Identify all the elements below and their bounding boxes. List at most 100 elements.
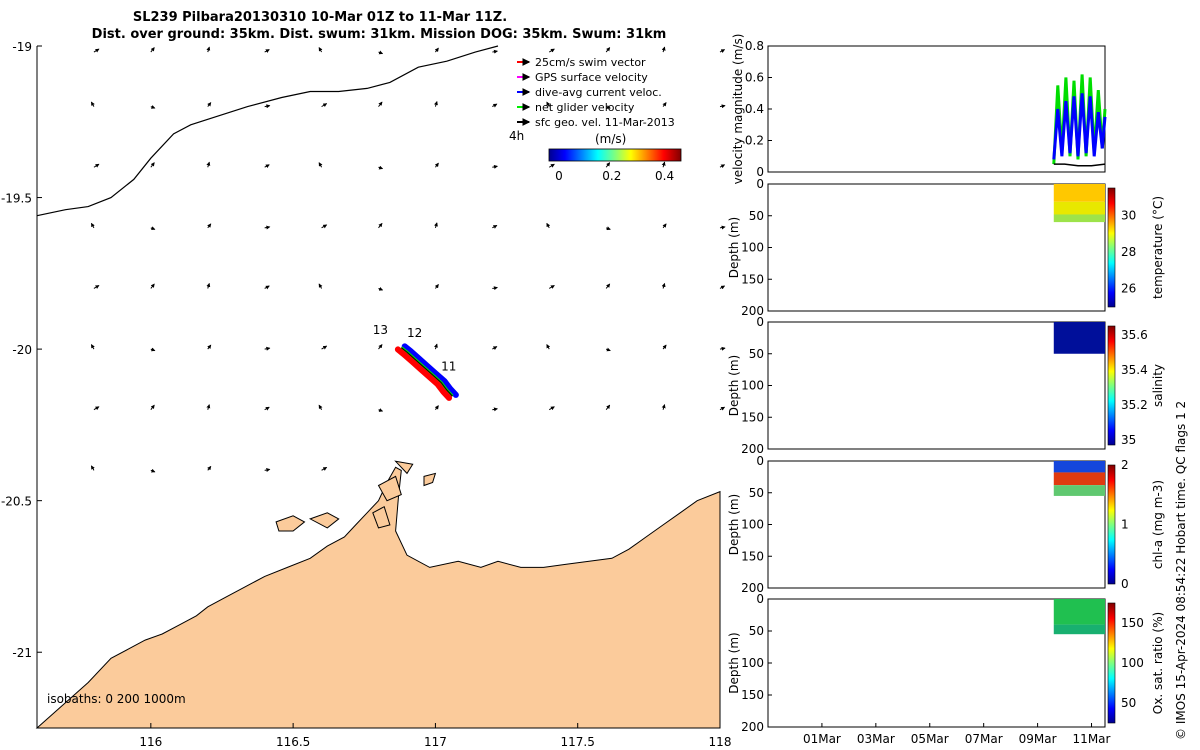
time-tick-label: 11Mar (1073, 732, 1111, 746)
swim-track (394, 346, 453, 401)
geo-velocity-arrow (548, 163, 555, 168)
island (394, 460, 414, 475)
geo-velocity-arrow (719, 49, 726, 53)
heatmap-y-label: 200 (741, 304, 764, 318)
colorbar-tick-label: 35 (1121, 433, 1136, 447)
geo-velocity-arrow (90, 101, 95, 107)
colorbar-tick-label: 1 (1121, 518, 1129, 532)
isobaths-label: isobaths: 0 200 1000m (47, 692, 186, 706)
geo-velocity-arrow (150, 347, 156, 352)
geo-velocity-arrow (206, 46, 211, 53)
heatmap-y-label: 50 (749, 624, 764, 638)
geo-velocity-arrow (264, 49, 270, 53)
time-tick-label: 09Mar (1019, 732, 1057, 746)
geo-velocity-arrow (150, 226, 156, 231)
geo-velocity-arrow (93, 285, 100, 289)
depth-axis-title: Depth (m) (727, 355, 741, 416)
colorbar-tick-label: 35.4 (1121, 363, 1148, 377)
heatmap-y-label: 50 (749, 347, 764, 361)
geo-velocity-arrow (206, 282, 211, 289)
geo-velocity-arrow (318, 162, 323, 168)
x-tick-label: 116.5 (276, 735, 310, 749)
geo-velocity-arrow (378, 408, 384, 412)
colorbar-tick-label: 26 (1121, 282, 1136, 296)
footer-credit: © IMOS 15-Apr-2024 08:54:22 Hobart time.… (1174, 401, 1188, 740)
geo-velocity-arrow (150, 162, 155, 168)
geo-velocity-arrow (546, 222, 551, 229)
geo-velocity-arrow (264, 285, 270, 290)
geo-velocity-arrow (492, 407, 498, 412)
y-tick-label: -21 (12, 646, 32, 660)
chart-title-line2: Dist. over ground: 35km. Dist. swum: 31k… (92, 27, 667, 42)
geo-velocity-arrow (548, 48, 555, 53)
velocity-y-label: 0.6 (745, 71, 764, 85)
geo-velocity-arrow (207, 102, 212, 107)
geo-velocity-arrow (321, 466, 328, 471)
island (377, 475, 402, 502)
velocity-series-line (1052, 93, 1107, 160)
geo-velocity-arrow (492, 224, 498, 229)
colorbar-title: salinity (1151, 364, 1165, 407)
legend-entry: sfc geo. vel. 11-Mar-2013 (535, 116, 675, 129)
heatmap-y-label: 100 (741, 241, 764, 255)
geo-velocity-arrow (264, 406, 270, 411)
colorbar-tick-label: 28 (1121, 245, 1136, 259)
heatmap-y-label: 200 (741, 581, 764, 595)
heatmap-y-label: 0 (756, 454, 764, 468)
y-tick-label: -19.5 (1, 192, 32, 206)
geo-velocity-arrow (548, 406, 555, 411)
island (308, 512, 340, 529)
geo-velocity-arrow (264, 346, 271, 351)
track-label: 11 (441, 359, 456, 373)
heatmap-y-label: 200 (741, 442, 764, 456)
geo-velocity-arrow (93, 406, 100, 411)
geo-velocity-arrow (206, 404, 211, 410)
heatmap-colorbar (1107, 187, 1116, 308)
geo-velocity-arrow (264, 225, 271, 230)
geo-velocity-arrow (378, 165, 384, 170)
geo-velocity-arrow (318, 283, 323, 289)
colorbar-tick-label: 35.6 (1121, 328, 1148, 342)
time-axis: 01Mar 03Mar 05Mar 07Mar 09Mar 11Mar (803, 723, 1111, 746)
colorbar-tick-label: 150 (1121, 616, 1144, 630)
map-colorbar (548, 148, 682, 162)
heatmap-cell (1053, 624, 1105, 635)
geo-velocity-arrow (605, 226, 611, 231)
colorbar-tick: 0.2 (602, 169, 621, 183)
geo-velocity-arrow (605, 47, 611, 53)
heatmap-y-label: 0 (756, 315, 764, 329)
geo-velocity-arrow (661, 404, 666, 410)
heatmap-cell (1053, 599, 1105, 625)
geo-velocity-arrow (321, 224, 328, 229)
colorbar-label: (m/s) (595, 132, 626, 146)
geo-velocity-arrow (492, 286, 498, 291)
heatmap-y-label: 200 (741, 720, 764, 734)
velocity-y-label: 0.2 (745, 134, 764, 148)
geo-velocity-arrow (434, 343, 438, 350)
geo-velocity-arrow (207, 223, 212, 229)
chart-title-line1: SL239 Pilbara20130310 10-Mar 01Z to 11-M… (133, 10, 507, 25)
velocity-axis-title: velocity magnitude (m/s) (731, 34, 745, 185)
geo-velocity-arrow (378, 344, 383, 350)
colorbar-title: temperature (°C) (1151, 196, 1165, 299)
geo-velocity-arrow (546, 101, 551, 107)
geo-velocity-arrow (93, 48, 100, 53)
geo-velocity-arrow (434, 222, 438, 229)
island (275, 515, 306, 532)
geo-velocity-arrow (150, 105, 156, 109)
y-tick-label: -20 (12, 343, 32, 357)
legend-entry: GPS surface velocity (535, 71, 648, 84)
y-tick-label: -20.5 (1, 495, 32, 509)
geo-velocity-arrow (90, 344, 95, 350)
heatmap-colorbar (1107, 325, 1116, 446)
geo-velocity-arrow (492, 103, 498, 108)
heatmap-y-label: 0 (756, 592, 764, 606)
heatmap-y-label: 100 (741, 656, 764, 670)
time-tick-label: 07Mar (965, 732, 1003, 746)
track-label: 13 (373, 323, 388, 337)
colorbar-tick-label: 30 (1121, 208, 1136, 222)
geo-velocity-arrow (662, 344, 667, 350)
geo-velocity-arrow (318, 404, 323, 410)
geo-velocity-arrow (150, 404, 155, 411)
